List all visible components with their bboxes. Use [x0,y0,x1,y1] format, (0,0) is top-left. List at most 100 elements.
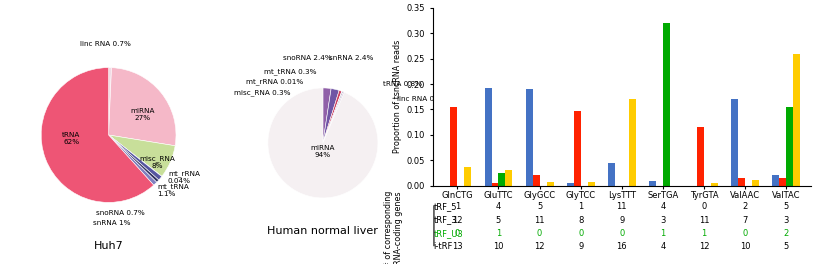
Text: 12: 12 [535,242,545,251]
Text: 11: 11 [617,202,627,211]
Bar [663,23,670,186]
Text: linc RNA 0.7%: linc RNA 0.7% [80,41,130,47]
Text: snRNA 1%: snRNA 1% [93,220,130,226]
Text: tRF_5: tRF_5 [434,202,457,211]
Title: Human normal liver: Human normal liver [267,226,378,236]
Wedge shape [108,135,161,180]
Text: 4: 4 [660,202,666,211]
Bar [752,180,759,186]
Wedge shape [323,92,343,143]
Bar [505,170,513,186]
Bar [629,99,636,186]
Bar [786,107,793,186]
Text: tRNA 0.8%: tRNA 0.8% [383,81,422,87]
Text: snoRNA 0.7%: snoRNA 0.7% [96,210,145,215]
Bar [779,178,786,186]
Wedge shape [42,68,154,202]
Text: 4: 4 [496,202,501,211]
Text: 0: 0 [578,229,584,238]
Text: 11: 11 [698,215,709,224]
Text: mt_rRNA 0.01%: mt_rRNA 0.01% [246,78,303,85]
Bar [793,54,800,186]
Bar [711,183,718,186]
Y-axis label: Proportion of tsncRNA reads: Proportion of tsncRNA reads [394,40,403,153]
Text: 5: 5 [784,242,789,251]
Wedge shape [323,88,339,143]
Text: 3: 3 [660,215,666,224]
Wedge shape [323,91,342,143]
Text: miRNA
94%: miRNA 94% [311,145,335,158]
Text: mt_tRNA
1.1%: mt_tRNA 1.1% [157,183,189,197]
Text: 0: 0 [619,229,624,238]
Bar [533,176,540,186]
Text: # of corresponding
tRNA-coding genes: # of corresponding tRNA-coding genes [384,191,403,264]
Wedge shape [323,90,341,143]
Text: 8: 8 [578,215,584,224]
Bar [574,111,581,186]
Text: mt_rRNA
0.04%: mt_rRNA 0.04% [168,170,200,184]
Text: 12: 12 [452,215,463,224]
Wedge shape [108,135,162,177]
Text: 2: 2 [742,202,748,211]
Text: i-tRF: i-tRF [434,242,453,251]
Text: 3: 3 [783,215,789,224]
Wedge shape [323,92,345,143]
Text: 9: 9 [578,242,584,251]
Text: tRF_3: tRF_3 [434,215,457,224]
Wedge shape [108,135,175,176]
Text: misc_RNA 0.3%: misc_RNA 0.3% [234,89,291,96]
Bar [697,127,704,186]
Text: 5: 5 [784,202,789,211]
Text: 1: 1 [455,202,460,211]
Wedge shape [108,68,176,146]
Text: snRNA 2.4%: snRNA 2.4% [329,55,374,61]
Text: tRF_U3: tRF_U3 [434,229,463,238]
Bar [491,183,499,186]
Text: 13: 13 [452,242,463,251]
Bar [499,173,505,186]
Bar [588,182,595,186]
Text: 16: 16 [616,242,627,251]
Text: 0: 0 [455,229,460,238]
Bar [526,89,533,186]
Wedge shape [108,135,159,182]
Text: 4: 4 [660,242,666,251]
Text: 10: 10 [740,242,751,251]
Text: 1: 1 [702,229,707,238]
Text: 0: 0 [742,229,748,238]
Text: 1: 1 [496,229,501,238]
Text: 1: 1 [578,202,584,211]
Text: snoRNA 2.4%: snoRNA 2.4% [283,55,332,61]
Text: 0: 0 [537,229,542,238]
Text: 12: 12 [698,242,709,251]
Bar [731,99,738,186]
Text: 10: 10 [493,242,504,251]
Wedge shape [323,92,343,143]
Wedge shape [108,135,156,185]
Text: tRNA
62%: tRNA 62% [62,132,81,145]
Wedge shape [108,68,112,135]
Bar [738,178,745,186]
Bar [465,167,471,186]
Bar [484,88,491,186]
Wedge shape [323,88,331,143]
Text: 2: 2 [784,229,789,238]
Text: 5: 5 [496,215,501,224]
Wedge shape [268,88,378,198]
Bar [566,183,574,186]
Text: 1: 1 [660,229,666,238]
Text: 5: 5 [537,202,542,211]
Bar [773,176,779,186]
Bar [451,107,457,186]
Text: 7: 7 [742,215,748,224]
Bar [547,182,553,186]
Bar [649,181,656,186]
Text: 0: 0 [702,202,707,211]
Text: mt_tRNA 0.3%: mt_tRNA 0.3% [263,68,316,75]
Text: linc RNA 0.2%: linc RNA 0.2% [397,96,448,102]
Text: 11: 11 [535,215,545,224]
Title: Huh7: Huh7 [94,242,123,252]
Bar [608,163,615,186]
Text: 9: 9 [619,215,624,224]
Text: miRNA
27%: miRNA 27% [130,108,155,121]
